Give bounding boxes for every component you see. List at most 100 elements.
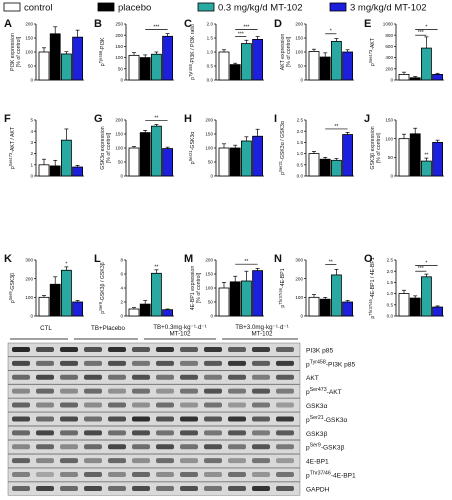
panel-letter-N: N xyxy=(274,253,282,265)
blot-band xyxy=(204,374,222,380)
blot-band xyxy=(204,360,222,366)
y-tick-label-H: 100 xyxy=(205,146,213,151)
blot-band xyxy=(180,458,198,464)
blot-band xyxy=(276,402,294,408)
blot-group-tb-0-3mg-kg-d-mt-102: TB+0.3mg·kg⁻¹·d⁻¹ MT-102 xyxy=(153,324,206,338)
blot-band xyxy=(276,416,294,422)
y-tick-label-K: 0 xyxy=(30,314,33,319)
y-axis-label-L: pSer9-GSK3β / GSK3β xyxy=(98,262,107,313)
blot-band xyxy=(132,472,150,478)
bar-C-control xyxy=(218,51,230,81)
bar-E-control xyxy=(398,74,410,81)
blot-band xyxy=(252,388,270,394)
bar-K-0-3-mg-kg-d-mt-102 xyxy=(61,269,72,317)
blot-band xyxy=(84,458,102,464)
y-tick-label-K: 100 xyxy=(25,295,33,300)
significance-E: *** xyxy=(418,30,424,36)
y-tick-label-N: 300 xyxy=(295,258,303,263)
blot-band xyxy=(276,388,294,394)
significance-B: *** xyxy=(153,24,159,30)
y-tick-label-C: 0.0 xyxy=(207,78,214,83)
bar-L-0-3-mg-kg-d-mt-102 xyxy=(150,272,162,317)
blot-row-4e-bp1 xyxy=(7,454,301,468)
blot-band xyxy=(180,346,198,352)
blot-band xyxy=(108,360,126,366)
y-tick-label-H: 150 xyxy=(205,132,213,137)
y-tick-label-K: 300 xyxy=(25,258,33,263)
y-axis-label-N: pThr37/46-4E-BP1 xyxy=(278,268,287,307)
panel-letter-H: H xyxy=(184,113,192,125)
significance-C: *** xyxy=(238,31,244,37)
blot-band xyxy=(204,485,222,491)
y-axis-label-D: AKT expression[% of control] xyxy=(280,34,292,71)
bar-G-control xyxy=(128,147,140,177)
y-tick-label-B: 250 xyxy=(115,22,123,27)
bar-J-control xyxy=(398,138,410,177)
blot-band xyxy=(108,472,126,478)
legend-label-3-mg-kg-d-mt-102: 3 mg/kg/d MT-102 xyxy=(350,3,427,14)
bar-E-3-mg-kg-d-mt-102 xyxy=(432,74,444,81)
blot-band xyxy=(60,485,78,491)
y-tick-label-F: 5 xyxy=(30,118,33,123)
blot-band xyxy=(12,416,30,422)
blot-band xyxy=(12,346,30,352)
blot-band xyxy=(108,430,126,436)
blot-band xyxy=(276,472,294,478)
blot-band xyxy=(228,485,246,491)
blot-band xyxy=(84,374,102,380)
blot-band xyxy=(156,472,174,478)
y-axis-label-G: GSK3α expression[% of control] xyxy=(100,126,112,169)
blot-band xyxy=(276,430,294,436)
blot-band xyxy=(132,444,150,450)
blot-band xyxy=(204,402,222,408)
y-tick-label-O: 1.0 xyxy=(387,291,394,296)
bar-G-0-3-mg-kg-d-mt-102 xyxy=(150,125,162,177)
y-tick-label-M: 50 xyxy=(208,300,214,305)
bar-M-3-mg-kg-d-mt-102 xyxy=(252,270,264,317)
bar-F-placebo xyxy=(49,165,61,177)
bar-B-control xyxy=(128,54,140,81)
y-tick-label-A: 50 xyxy=(28,64,34,69)
y-tick-label-L: 4 xyxy=(120,286,123,291)
y-tick-label-E: 400 xyxy=(385,55,393,60)
blot-row-gsk3 xyxy=(7,398,301,413)
legend: control placebo 0.3 mg/kg/d MT-102 3 mg/kg/… xyxy=(3,2,427,14)
bar-F-3-mg-kg-d-mt-102 xyxy=(72,166,83,177)
y-tick-label-E: 200 xyxy=(385,66,393,71)
y-tick-label-M: 200 xyxy=(205,258,213,263)
bar-J-0-3-mg-kg-d-mt-102 xyxy=(420,160,432,177)
blot-band xyxy=(252,346,270,352)
blot-row-gsk3 xyxy=(7,426,301,440)
bar-D-3-mg-kg-d-mt-102 xyxy=(342,51,354,81)
panel-letter-L: L xyxy=(94,253,101,265)
blot-band xyxy=(12,374,30,380)
bar-D-0-3-mg-kg-d-mt-102 xyxy=(330,40,342,81)
y-tick-label-J: 150 xyxy=(385,118,393,123)
blot-band xyxy=(12,458,30,464)
significance-I: ** xyxy=(334,124,338,130)
blot-label-p-tyr458-pi3k-p85: pTyr458-PI3K p85 xyxy=(306,359,355,368)
bar-H-0-3-mg-kg-d-mt-102 xyxy=(240,140,252,177)
blot-band xyxy=(12,472,30,478)
blot-band xyxy=(132,416,150,422)
blot-row-akt xyxy=(7,370,301,385)
y-tick-label-I: 2.0 xyxy=(297,129,304,134)
panel-letter-B: B xyxy=(94,18,102,30)
y-tick-label-L: 0 xyxy=(120,314,123,319)
bar-N-0-3-mg-kg-d-mt-102 xyxy=(330,274,342,317)
y-tick-label-J: 0 xyxy=(390,174,393,179)
legend-swatch-0-3-mg-kg-d-mt-102 xyxy=(197,2,215,12)
blot-band xyxy=(252,360,270,366)
y-tick-label-C: 1.5 xyxy=(207,36,214,41)
y-tick-label-G: 100 xyxy=(115,146,123,151)
y-axis-label-F: pSer473-AKT / AKT xyxy=(8,126,17,169)
blot-label-p-ser473-akt: pSer473-AKT xyxy=(306,387,342,396)
y-tick-label-B: 50 xyxy=(118,66,124,71)
